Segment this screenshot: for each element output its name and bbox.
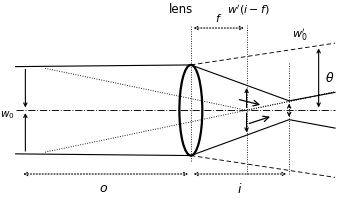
Text: lens: lens (169, 3, 193, 16)
Text: $f$: $f$ (215, 12, 222, 24)
Text: $i$: $i$ (237, 182, 243, 196)
Text: $w_0$: $w_0$ (0, 109, 15, 121)
Text: $w'(i-f)$: $w'(i-f)$ (227, 3, 270, 16)
Text: $\theta$: $\theta$ (325, 71, 335, 85)
Text: $o$: $o$ (99, 182, 108, 195)
Text: $w_0'$: $w_0'$ (293, 27, 308, 43)
